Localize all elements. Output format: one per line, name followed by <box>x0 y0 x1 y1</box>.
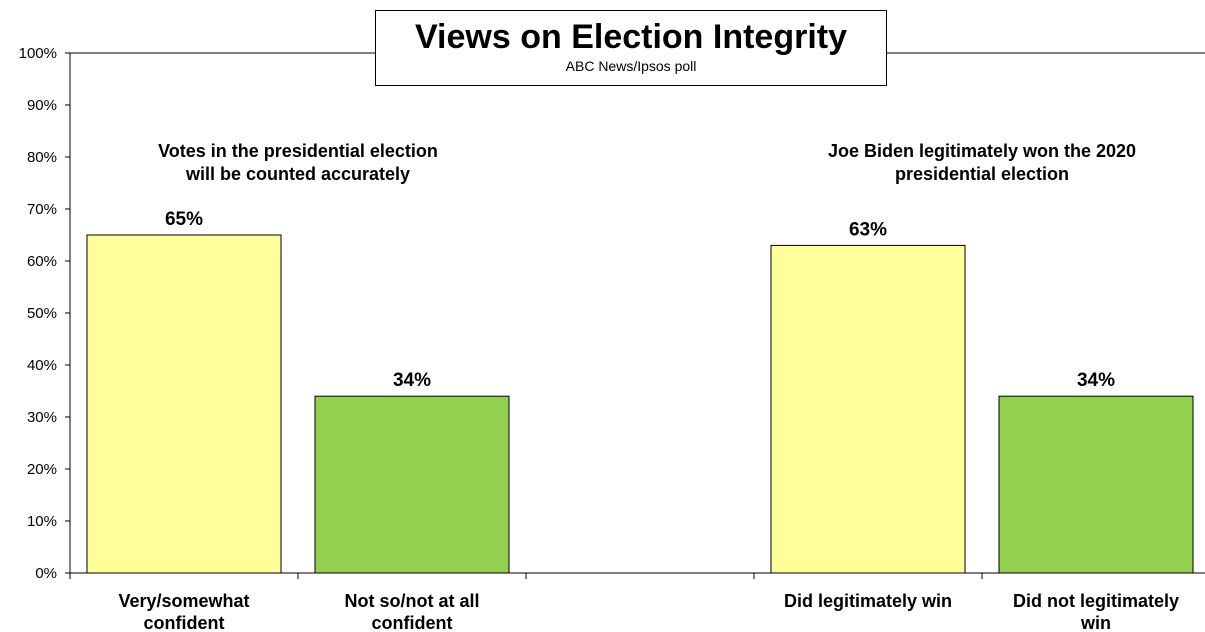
x-category-label: Did not legitimately <box>1013 591 1179 611</box>
y-tick-label: 20% <box>27 461 57 478</box>
x-category-label: confident <box>144 613 225 632</box>
y-tick-label: 0% <box>35 565 57 582</box>
bar-value-label: 63% <box>849 219 887 240</box>
y-tick-label: 40% <box>27 357 57 374</box>
y-tick-label: 80% <box>27 149 57 166</box>
chart-subtitle: ABC News/Ipsos poll <box>565 58 697 74</box>
chart-title: Views on Election Integrity <box>414 18 848 56</box>
y-tick-label: 50% <box>27 305 57 322</box>
bar <box>770 244 966 574</box>
x-category-label: Did legitimately win <box>784 591 952 611</box>
chart-title-box: Views on Election Integrity ABC News/Ips… <box>375 10 887 86</box>
bar-value-label: 34% <box>1077 370 1115 391</box>
y-tick-label: 30% <box>27 409 57 426</box>
bar <box>314 395 510 574</box>
bar <box>998 395 1194 574</box>
group-label: Votes in the presidential election <box>158 141 438 161</box>
y-tick-label: 60% <box>27 253 57 270</box>
x-category-label: confident <box>372 613 453 632</box>
x-category-label: win <box>1080 613 1111 632</box>
y-tick-label: 100% <box>19 45 57 62</box>
bar <box>86 234 282 574</box>
x-category-label: Not so/not at all <box>345 591 480 611</box>
y-tick-label: 70% <box>27 201 57 218</box>
bar-value-label: 34% <box>393 370 431 391</box>
group-label: presidential election <box>895 164 1069 184</box>
bar-value-label: 65% <box>165 209 203 230</box>
x-category-label: Very/somewhat <box>118 591 249 611</box>
y-tick-label: 10% <box>27 513 57 530</box>
group-label: Joe Biden legitimately won the 2020 <box>828 141 1136 161</box>
group-label: will be counted accurately <box>185 164 410 184</box>
y-tick-label: 90% <box>27 97 57 114</box>
